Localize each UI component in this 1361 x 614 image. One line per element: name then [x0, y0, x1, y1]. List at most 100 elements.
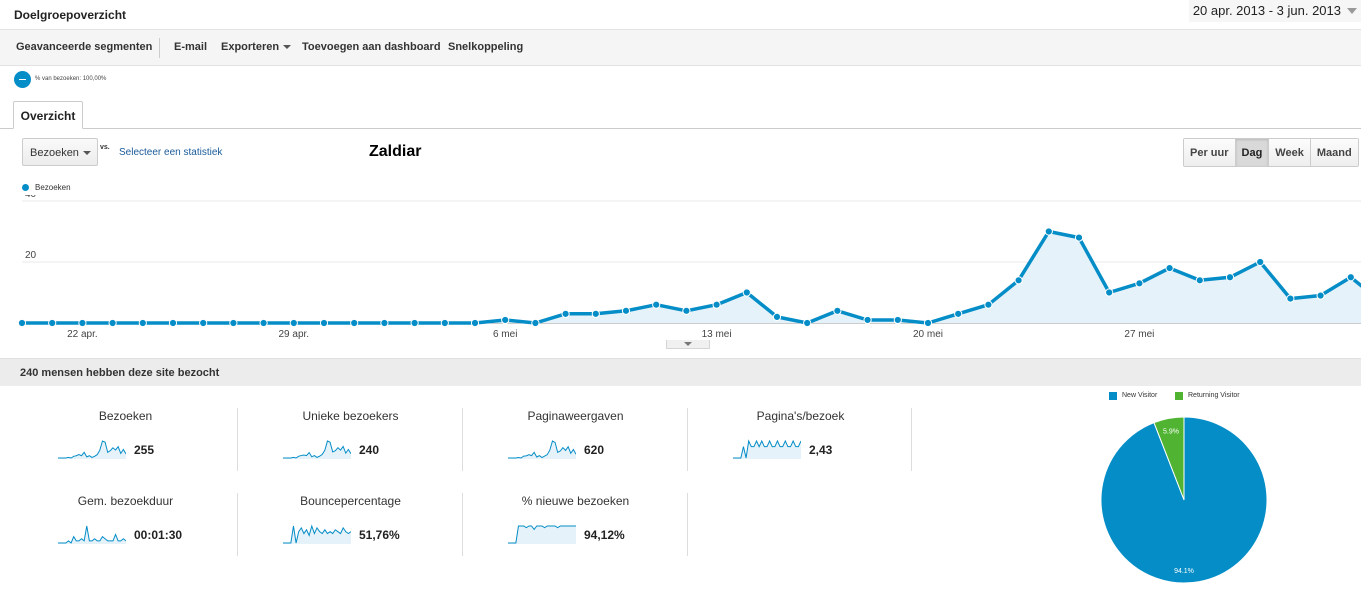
- x-tick-label: 20 mei: [913, 329, 943, 340]
- data-point[interactable]: [48, 318, 57, 328]
- data-point[interactable]: [621, 306, 631, 315]
- stat-divider: [462, 408, 463, 471]
- data-point[interactable]: [199, 318, 208, 328]
- stat-value: 2,43: [809, 443, 833, 457]
- stat-visits[interactable]: Bezoeken 255: [13, 409, 238, 473]
- stat-pageviews[interactable]: Paginaweergaven 620: [463, 409, 688, 473]
- data-point[interactable]: [440, 318, 449, 328]
- data-point[interactable]: [712, 300, 721, 309]
- data-point[interactable]: [923, 318, 933, 328]
- tabs-divider: [0, 128, 1361, 129]
- data-point[interactable]: [1074, 233, 1084, 242]
- sparkline: [283, 524, 351, 544]
- email-button[interactable]: E-mail: [174, 41, 208, 53]
- stat-avg-visit-duration[interactable]: Gem. bezoekduur 00:01:30: [13, 494, 238, 558]
- axis-labels: 20 40 22 apr. 29 apr. 6 mei 13 mei 20 mei 27 me…: [25, 195, 1154, 340]
- data-point[interactable]: [531, 318, 540, 328]
- data-point[interactable]: [319, 318, 329, 328]
- collapse-chart-handle[interactable]: [666, 340, 710, 349]
- export-label: Exporteren: [221, 41, 280, 53]
- data-point[interactable]: [984, 300, 993, 309]
- data-point[interactable]: [350, 318, 359, 328]
- sparkline-area: [508, 526, 576, 544]
- vs-label: vs.: [100, 144, 110, 151]
- metric-dropdown[interactable]: Bezoeken: [22, 138, 98, 166]
- data-point[interactable]: [138, 318, 147, 328]
- select-metric-link[interactable]: Selecteer een statistiek: [119, 147, 223, 158]
- data-point[interactable]: [954, 309, 963, 318]
- stat-unique-visitors[interactable]: Unieke bezoekers 240: [238, 409, 463, 473]
- period-month-button[interactable]: Maand: [1310, 139, 1358, 166]
- sparkline-line: [58, 440, 126, 459]
- data-point[interactable]: [893, 315, 902, 325]
- data-point[interactable]: [1014, 276, 1023, 285]
- data-point[interactable]: [561, 309, 570, 318]
- date-range-picker[interactable]: 20 apr. 2013 - 3 jun. 2013: [1188, 0, 1361, 22]
- summary-title: 240 mensen hebben deze site bezocht: [20, 367, 220, 379]
- summary-bar: 240 mensen hebben deze site bezocht: [0, 358, 1361, 386]
- data-point[interactable]: [410, 318, 419, 328]
- period-hour-button[interactable]: Per uur: [1184, 139, 1236, 166]
- toolbar-divider: [159, 38, 160, 58]
- stat-label: Gem. bezoekduur: [77, 494, 174, 508]
- stat-label: % nieuwe bezoeken: [521, 494, 630, 508]
- data-point[interactable]: [501, 315, 510, 325]
- data-point[interactable]: [1044, 227, 1053, 236]
- data-point[interactable]: [1225, 273, 1235, 282]
- data-point[interactable]: [591, 309, 600, 318]
- data-point[interactable]: [1165, 264, 1174, 273]
- sparkline: [508, 525, 576, 544]
- pie-slice[interactable]: [1100, 416, 1268, 584]
- sparkline: [508, 440, 576, 459]
- data-point[interactable]: [803, 318, 812, 328]
- data-point[interactable]: [259, 318, 268, 328]
- period-week-button[interactable]: Week: [1269, 139, 1311, 166]
- data-point[interactable]: [229, 318, 238, 328]
- data-point[interactable]: [682, 306, 691, 315]
- data-point[interactable]: [1316, 291, 1325, 300]
- data-point[interactable]: [1256, 257, 1265, 267]
- data-point[interactable]: [470, 318, 480, 328]
- stat-value: 00:01:30: [134, 528, 183, 542]
- chevron-down-icon: [83, 151, 91, 155]
- stat-label: Unieke bezoekers: [302, 409, 399, 423]
- tab-overview[interactable]: Overzicht: [13, 101, 83, 129]
- data-point[interactable]: [1135, 279, 1144, 288]
- advanced-segments-button[interactable]: Geavanceerde segmenten: [16, 41, 153, 53]
- data-point[interactable]: [17, 318, 27, 328]
- data-point[interactable]: [1105, 288, 1114, 297]
- add-to-dashboard-button[interactable]: Toevoegen aan dashboard: [302, 41, 441, 53]
- stat-label: Pagina's/bezoek: [756, 409, 845, 423]
- stat-value: 240: [359, 443, 380, 457]
- data-point[interactable]: [108, 318, 117, 328]
- visitor-type-pie-chart: 5.9% 94.1%: [1100, 416, 1268, 584]
- data-point[interactable]: [289, 318, 298, 328]
- sparkline-line: [283, 524, 351, 544]
- data-point[interactable]: [78, 318, 87, 328]
- sparkline: [58, 440, 126, 459]
- stat-pages-per-visit[interactable]: Pagina's/bezoek 2,43: [688, 409, 913, 473]
- data-point[interactable]: [1195, 276, 1204, 285]
- sparkline-area: [283, 441, 351, 459]
- data-point[interactable]: [742, 288, 751, 297]
- data-point[interactable]: [380, 318, 389, 328]
- data-point[interactable]: [652, 300, 661, 309]
- period-day-button[interactable]: Dag: [1235, 139, 1270, 166]
- stat-bounce-rate[interactable]: Bouncepercentage 51,76%: [238, 494, 463, 558]
- x-tick-label: 6 mei: [493, 329, 517, 340]
- data-point[interactable]: [833, 306, 842, 315]
- export-button[interactable]: Exporteren: [221, 41, 292, 53]
- stat-new-visits-pct[interactable]: % nieuwe bezoeken 94,12%: [463, 494, 688, 558]
- legend-label: Bezoeken: [35, 183, 71, 192]
- stat-divider: [687, 493, 688, 556]
- data-point[interactable]: [168, 318, 178, 328]
- data-point[interactable]: [863, 315, 872, 325]
- line: [22, 229, 1361, 325]
- data-point[interactable]: [772, 312, 782, 322]
- shortcut-button[interactable]: Snelkoppeling: [448, 41, 524, 53]
- sparkline-line: [733, 439, 801, 459]
- data-point[interactable]: [1346, 273, 1355, 282]
- data-point[interactable]: [1286, 294, 1295, 303]
- x-tick-label: 13 mei: [702, 329, 732, 340]
- stat-divider: [237, 493, 238, 556]
